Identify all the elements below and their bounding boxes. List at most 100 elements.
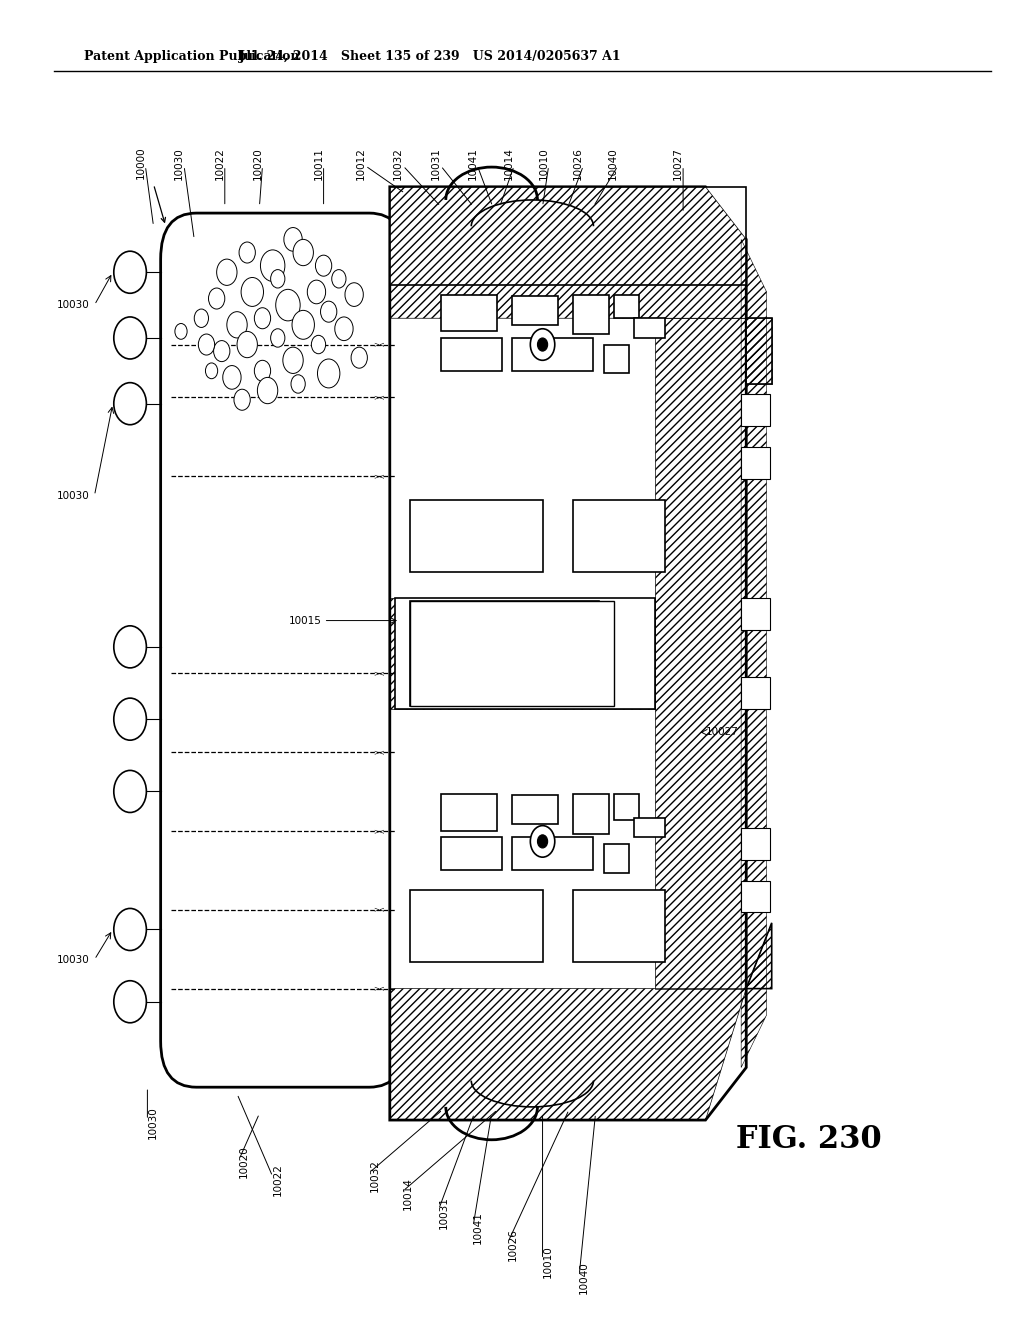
Circle shape xyxy=(311,335,326,354)
Text: ><: >< xyxy=(374,671,385,676)
Circle shape xyxy=(307,280,326,304)
Circle shape xyxy=(345,282,364,306)
Circle shape xyxy=(114,626,146,668)
Circle shape xyxy=(257,378,278,404)
Circle shape xyxy=(538,338,548,351)
Circle shape xyxy=(321,301,337,322)
Text: 10032: 10032 xyxy=(393,147,403,180)
Bar xyxy=(440,837,502,870)
Bar xyxy=(573,294,608,334)
Bar xyxy=(604,843,629,873)
Circle shape xyxy=(351,347,368,368)
Circle shape xyxy=(199,334,215,355)
Text: 10026: 10026 xyxy=(573,147,584,180)
Circle shape xyxy=(114,771,146,813)
Circle shape xyxy=(175,323,187,339)
Text: ><: >< xyxy=(374,748,385,755)
Bar xyxy=(411,890,543,962)
FancyBboxPatch shape xyxy=(390,187,746,285)
Text: Patent Application Publication: Patent Application Publication xyxy=(84,50,300,63)
Circle shape xyxy=(538,834,548,847)
Circle shape xyxy=(275,289,300,321)
Bar xyxy=(512,837,594,870)
Bar xyxy=(741,828,770,859)
Bar xyxy=(573,890,665,962)
Circle shape xyxy=(335,317,353,341)
Text: 10040: 10040 xyxy=(580,1262,589,1294)
Circle shape xyxy=(241,277,263,306)
Text: 10031: 10031 xyxy=(438,1196,449,1229)
Text: 10030: 10030 xyxy=(56,954,89,965)
Bar xyxy=(411,500,543,572)
Circle shape xyxy=(254,308,270,329)
Text: 10027: 10027 xyxy=(706,727,738,738)
Text: 10030: 10030 xyxy=(174,147,184,180)
Bar xyxy=(395,598,654,709)
Text: 10014: 10014 xyxy=(504,147,514,180)
Text: 10020: 10020 xyxy=(253,147,262,180)
Circle shape xyxy=(114,698,146,741)
Circle shape xyxy=(530,329,555,360)
Text: FIG. 230: FIG. 230 xyxy=(736,1125,882,1155)
Circle shape xyxy=(209,288,225,309)
Bar xyxy=(741,395,770,426)
Circle shape xyxy=(315,255,332,276)
Text: 10012: 10012 xyxy=(355,147,366,180)
Circle shape xyxy=(332,269,346,288)
Text: 10010: 10010 xyxy=(539,147,549,180)
Text: ><: >< xyxy=(374,395,385,400)
Circle shape xyxy=(114,251,146,293)
Text: 10041: 10041 xyxy=(473,1212,483,1245)
Circle shape xyxy=(114,317,146,359)
Circle shape xyxy=(233,389,250,411)
Text: 10020: 10020 xyxy=(239,1146,249,1179)
Bar xyxy=(613,795,639,820)
Circle shape xyxy=(114,908,146,950)
Text: ><: >< xyxy=(374,986,385,991)
Circle shape xyxy=(293,239,313,265)
Bar xyxy=(411,601,599,706)
Circle shape xyxy=(260,249,285,281)
Text: ><: >< xyxy=(374,342,385,347)
Text: Jul. 24, 2014   Sheet 135 of 239   US 2014/0205637 A1: Jul. 24, 2014 Sheet 135 of 239 US 2014/0… xyxy=(240,50,622,63)
Text: ><: >< xyxy=(374,907,385,912)
Bar xyxy=(440,294,497,331)
Bar xyxy=(741,447,770,479)
Circle shape xyxy=(283,347,303,374)
Text: 10000: 10000 xyxy=(135,147,145,180)
Circle shape xyxy=(195,309,209,327)
Circle shape xyxy=(317,359,340,388)
Text: 10027: 10027 xyxy=(673,147,683,180)
Circle shape xyxy=(270,329,285,347)
Polygon shape xyxy=(390,187,746,1121)
Bar xyxy=(741,677,770,709)
Text: 10030: 10030 xyxy=(56,300,89,310)
Circle shape xyxy=(114,383,146,425)
Polygon shape xyxy=(746,923,772,989)
Circle shape xyxy=(284,227,302,251)
Bar xyxy=(573,500,665,572)
Bar xyxy=(512,338,594,371)
Circle shape xyxy=(292,310,314,339)
Text: 10022: 10022 xyxy=(215,147,225,180)
Text: ><: >< xyxy=(374,828,385,834)
Text: 10040: 10040 xyxy=(608,147,617,180)
Circle shape xyxy=(270,269,285,288)
Bar xyxy=(440,338,502,371)
Bar xyxy=(613,294,639,318)
Text: 10010: 10010 xyxy=(543,1246,553,1278)
Circle shape xyxy=(223,366,241,389)
Circle shape xyxy=(114,981,146,1023)
Bar xyxy=(440,795,497,830)
Circle shape xyxy=(227,312,247,338)
Circle shape xyxy=(206,363,218,379)
Text: 10030: 10030 xyxy=(147,1106,158,1139)
Circle shape xyxy=(214,341,230,362)
Circle shape xyxy=(217,259,237,285)
Bar xyxy=(604,345,629,374)
Circle shape xyxy=(239,242,255,263)
Bar xyxy=(512,296,558,325)
Bar xyxy=(634,817,665,837)
Text: 10041: 10041 xyxy=(467,147,477,180)
Text: 10022: 10022 xyxy=(272,1163,283,1196)
